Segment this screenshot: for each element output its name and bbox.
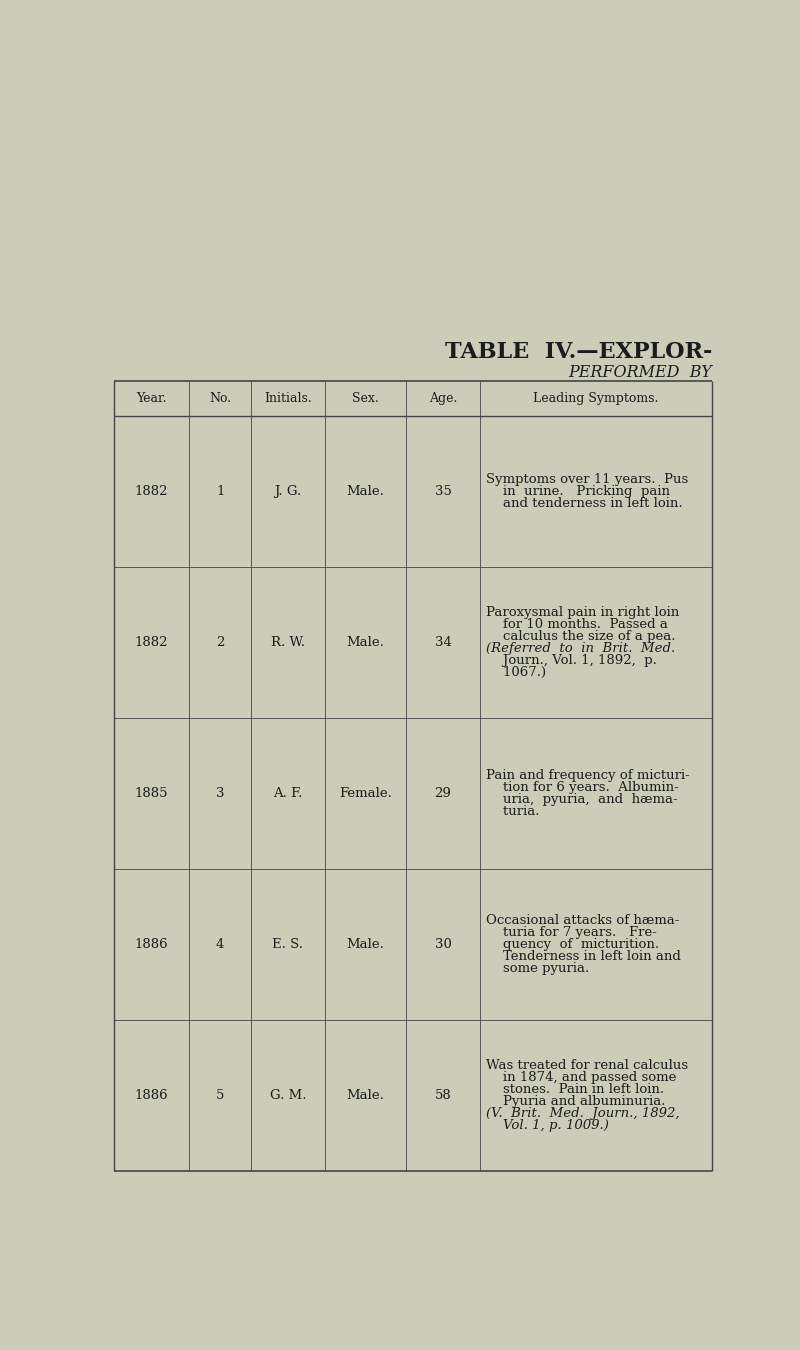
Text: Initials.: Initials. (264, 393, 312, 405)
Text: Age.: Age. (429, 393, 457, 405)
Text: 34: 34 (434, 636, 451, 649)
Text: 35: 35 (434, 485, 451, 498)
Text: (Referred  to  in  Brit.  Med.: (Referred to in Brit. Med. (486, 643, 675, 655)
Text: Male.: Male. (346, 485, 384, 498)
Text: Symptoms over 11 years.  Pus: Symptoms over 11 years. Pus (486, 472, 688, 486)
Text: Vol. 1, p. 1009.): Vol. 1, p. 1009.) (486, 1119, 609, 1131)
Text: Female.: Female. (339, 787, 392, 801)
Text: quency  of  micturition.: quency of micturition. (486, 938, 659, 950)
Text: for 10 months.  Passed a: for 10 months. Passed a (486, 618, 668, 630)
Text: 29: 29 (434, 787, 451, 801)
Text: in 1874, and passed some: in 1874, and passed some (486, 1071, 676, 1084)
Text: (V.  Brit.  Med.  Journ., 1892,: (V. Brit. Med. Journ., 1892, (486, 1107, 679, 1119)
Text: in  urine.   Pricking  pain: in urine. Pricking pain (486, 485, 670, 498)
Text: G. M.: G. M. (270, 1088, 306, 1102)
Text: A. F.: A. F. (274, 787, 302, 801)
Text: tion for 6 years.  Albumin-: tion for 6 years. Albumin- (486, 780, 678, 794)
Text: J. G.: J. G. (274, 485, 302, 498)
Text: 1882: 1882 (134, 485, 168, 498)
Text: 1882: 1882 (134, 636, 168, 649)
Text: and tenderness in left loin.: and tenderness in left loin. (486, 497, 682, 510)
Text: Male.: Male. (346, 636, 384, 649)
Text: Pyuria and albuminuria.: Pyuria and albuminuria. (486, 1095, 666, 1108)
Text: calculus the size of a pea.: calculus the size of a pea. (486, 630, 675, 643)
Text: 3: 3 (216, 787, 224, 801)
Text: uria,  pyuria,  and  hæma-: uria, pyuria, and hæma- (486, 792, 678, 806)
Text: Was treated for renal calculus: Was treated for renal calculus (486, 1058, 688, 1072)
Text: 2: 2 (216, 636, 224, 649)
Text: No.: No. (209, 393, 231, 405)
Text: Pain and frequency of micturi-: Pain and frequency of micturi- (486, 769, 690, 782)
Text: 1886: 1886 (134, 1088, 168, 1102)
Text: Journ., Vol. 1, 1892,  p.: Journ., Vol. 1, 1892, p. (486, 653, 657, 667)
Text: 4: 4 (216, 938, 224, 950)
Text: 1: 1 (216, 485, 224, 498)
Text: 1067.): 1067.) (486, 666, 546, 679)
Text: PERFORMED  BY: PERFORMED BY (568, 363, 712, 381)
Text: turia for 7 years.   Fre-: turia for 7 years. Fre- (486, 926, 657, 938)
Text: R. W.: R. W. (271, 636, 305, 649)
Text: E. S.: E. S. (273, 938, 303, 950)
Text: Tenderness in left loin and: Tenderness in left loin and (486, 950, 681, 963)
Text: 58: 58 (434, 1088, 451, 1102)
Text: TABLE  IV.—EXPLOR-: TABLE IV.—EXPLOR- (445, 340, 712, 363)
Text: Sex.: Sex. (352, 393, 379, 405)
Text: some pyuria.: some pyuria. (486, 961, 589, 975)
Text: Male.: Male. (346, 1088, 384, 1102)
Text: turia.: turia. (486, 805, 539, 818)
Text: stones.  Pain in left loin.: stones. Pain in left loin. (486, 1083, 664, 1096)
Text: Paroxysmal pain in right loin: Paroxysmal pain in right loin (486, 606, 679, 620)
Text: Year.: Year. (136, 393, 166, 405)
Text: Occasional attacks of hæma-: Occasional attacks of hæma- (486, 914, 679, 927)
Text: 1886: 1886 (134, 938, 168, 950)
Text: 1885: 1885 (134, 787, 168, 801)
Text: 5: 5 (216, 1088, 224, 1102)
Text: Leading Symptoms.: Leading Symptoms. (534, 393, 658, 405)
Text: 30: 30 (434, 938, 451, 950)
Text: Male.: Male. (346, 938, 384, 950)
